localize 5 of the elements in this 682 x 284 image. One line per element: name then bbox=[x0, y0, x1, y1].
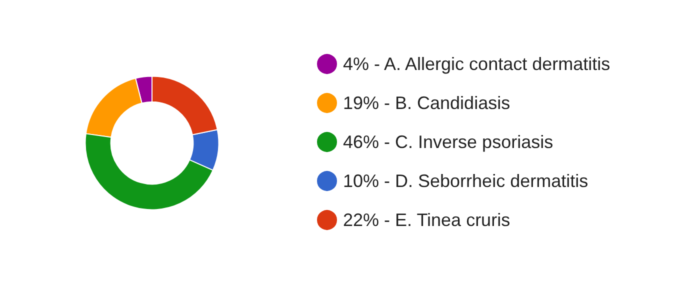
legend-label: 46% - C. Inverse psoriasis bbox=[343, 132, 554, 152]
legend-label: 19% - B. Candidiasis bbox=[343, 93, 510, 113]
legend-label: 4% - A. Allergic contact dermatitis bbox=[343, 54, 610, 74]
legend-label: 22% - E. Tinea cruris bbox=[343, 210, 510, 230]
legend-label: 10% - D. Seborrheic dermatitis bbox=[343, 171, 588, 191]
